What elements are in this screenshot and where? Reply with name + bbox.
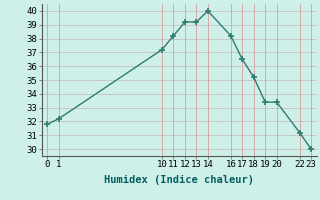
X-axis label: Humidex (Indice chaleur): Humidex (Indice chaleur)	[104, 175, 254, 185]
